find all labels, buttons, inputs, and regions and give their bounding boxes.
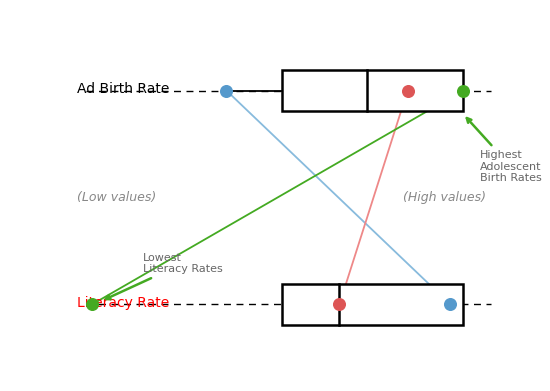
Point	[459, 88, 468, 94]
Point	[88, 301, 97, 307]
Text: Highest
Adolescent
Birth Rates: Highest Adolescent Birth Rates	[467, 118, 542, 183]
Text: Lowest
Literacy Rates: Lowest Literacy Rates	[106, 253, 223, 299]
Text: (High values): (High values)	[404, 191, 486, 204]
Point	[403, 88, 412, 94]
Point	[446, 301, 455, 307]
Bar	[282, 284, 463, 325]
Point	[222, 88, 231, 94]
Text: Literacy Rate: Literacy Rate	[77, 296, 169, 310]
Bar	[282, 70, 463, 111]
Text: Ad Birth Rate: Ad Birth Rate	[77, 82, 169, 96]
Text: (Low values): (Low values)	[77, 191, 157, 204]
Point	[335, 301, 344, 307]
